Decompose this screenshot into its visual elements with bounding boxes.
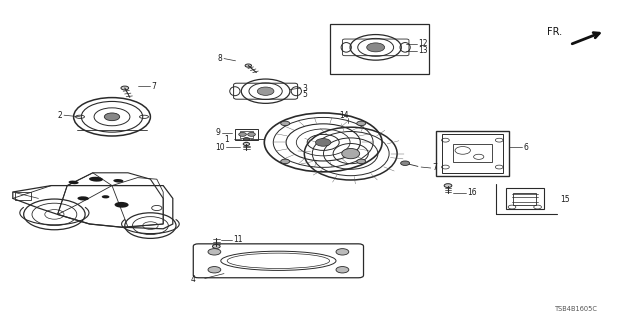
Circle shape <box>336 249 349 255</box>
Text: 6: 6 <box>524 143 528 152</box>
Bar <box>435 131 509 176</box>
Circle shape <box>444 184 452 188</box>
Circle shape <box>212 244 220 248</box>
Circle shape <box>239 132 246 136</box>
Bar <box>235 129 258 140</box>
Bar <box>442 134 503 173</box>
Bar <box>15 192 31 200</box>
FancyArrowPatch shape <box>572 33 599 44</box>
Text: TSB4B1605C: TSB4B1605C <box>554 306 598 312</box>
Circle shape <box>367 43 385 52</box>
Ellipse shape <box>102 195 109 198</box>
Circle shape <box>248 132 255 136</box>
Circle shape <box>336 267 349 273</box>
Ellipse shape <box>89 177 103 182</box>
Circle shape <box>104 113 120 121</box>
Circle shape <box>245 64 252 67</box>
Circle shape <box>401 161 410 165</box>
Ellipse shape <box>77 196 89 201</box>
Bar <box>240 131 253 138</box>
Text: 16: 16 <box>467 188 477 197</box>
Text: 3: 3 <box>302 84 307 92</box>
Circle shape <box>356 159 365 164</box>
Text: 10: 10 <box>215 143 225 152</box>
Circle shape <box>243 138 250 141</box>
Circle shape <box>281 159 290 164</box>
Bar <box>513 193 536 205</box>
Circle shape <box>257 87 274 95</box>
Text: 2: 2 <box>58 111 62 120</box>
Circle shape <box>208 249 221 255</box>
Text: 5: 5 <box>302 90 307 99</box>
Ellipse shape <box>342 148 360 159</box>
Text: 15: 15 <box>560 195 570 204</box>
Text: 7: 7 <box>433 163 438 172</box>
Bar <box>330 24 429 74</box>
Bar <box>453 144 492 162</box>
Text: 8: 8 <box>218 54 223 63</box>
Circle shape <box>356 121 365 126</box>
Ellipse shape <box>68 180 79 184</box>
Text: 14: 14 <box>339 111 349 120</box>
Text: 1: 1 <box>224 135 228 144</box>
Text: 12: 12 <box>419 39 428 48</box>
Text: 13: 13 <box>419 46 428 55</box>
Ellipse shape <box>113 179 124 183</box>
Ellipse shape <box>115 202 129 208</box>
Circle shape <box>121 86 129 90</box>
Text: 9: 9 <box>216 128 221 137</box>
Circle shape <box>208 267 221 273</box>
Text: 4: 4 <box>190 275 195 284</box>
Circle shape <box>243 142 250 146</box>
Text: 7: 7 <box>152 82 157 91</box>
Text: 11: 11 <box>234 236 243 244</box>
Text: FR.: FR. <box>547 27 563 37</box>
Circle shape <box>316 139 331 146</box>
Bar <box>506 188 544 209</box>
Circle shape <box>281 121 290 126</box>
